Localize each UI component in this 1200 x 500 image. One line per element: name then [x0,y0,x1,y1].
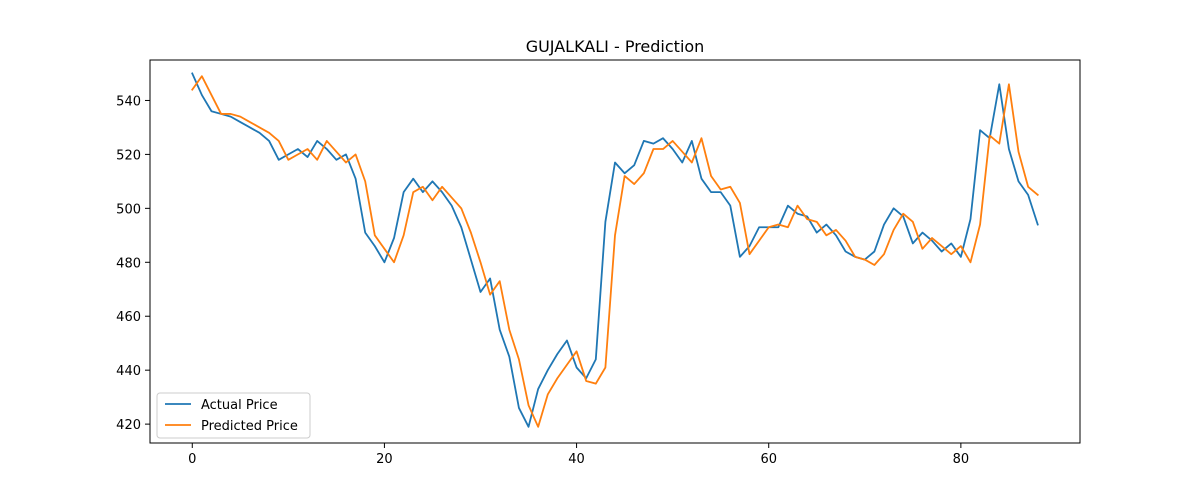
y-tick-label: 440 [116,364,141,379]
plot-frame [149,59,1081,444]
plot-area [149,59,1081,444]
y-tick-label: 540 [116,94,141,109]
x-tick-label: 0 [188,452,196,467]
legend-box [156,392,311,439]
x-tick-label: 40 [568,452,585,467]
legend-label: Actual Price [201,398,278,413]
x-tick-label: 80 [953,452,970,467]
legend-label: Predicted Price [201,419,298,434]
x-axis: 0 20 40 60 80 [188,443,969,467]
y-tick-label: 420 [116,418,141,433]
series-group [191,72,1039,428]
x-tick-label: 60 [760,452,777,467]
y-tick-label: 460 [116,310,141,325]
x-tick-label: 20 [376,452,393,467]
y-tick-label: 520 [116,148,141,163]
y-tick-label: 480 [116,256,141,271]
legend: Actual Price Predicted Price [156,392,311,439]
series-line-actual-price [191,72,1039,428]
chart-title: GUJALKALI - Prediction [526,37,705,56]
series-line-predicted-price [191,75,1039,428]
y-axis: 420 440 460 480 500 520 540 [116,94,150,433]
y-tick-label: 500 [116,202,141,217]
